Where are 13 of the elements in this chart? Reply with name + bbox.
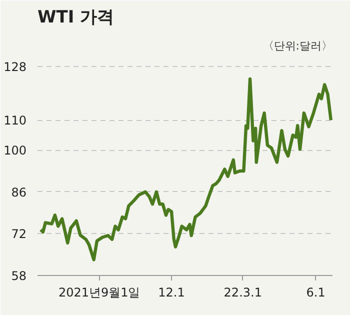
x-tick-label: 2021년9월1일 bbox=[58, 286, 140, 300]
y-tick-label: 72 bbox=[11, 227, 27, 242]
y-tick-label: 100 bbox=[4, 144, 26, 158]
y-tick-label: 86 bbox=[11, 185, 27, 200]
y-tick-label: 128 bbox=[4, 60, 26, 74]
y-tick-label: 58 bbox=[11, 269, 27, 283]
text: 〈단위:달러〉 bbox=[262, 40, 333, 52]
y-tick-label: 110 bbox=[4, 114, 26, 128]
x-tick-label: 6.1 bbox=[306, 286, 326, 300]
chart-title: WTI 가격 bbox=[38, 8, 114, 28]
x-tick-label: 12.1 bbox=[158, 286, 185, 300]
line-series bbox=[39, 77, 332, 262]
x-tick-label: 22.3.1 bbox=[224, 286, 262, 300]
